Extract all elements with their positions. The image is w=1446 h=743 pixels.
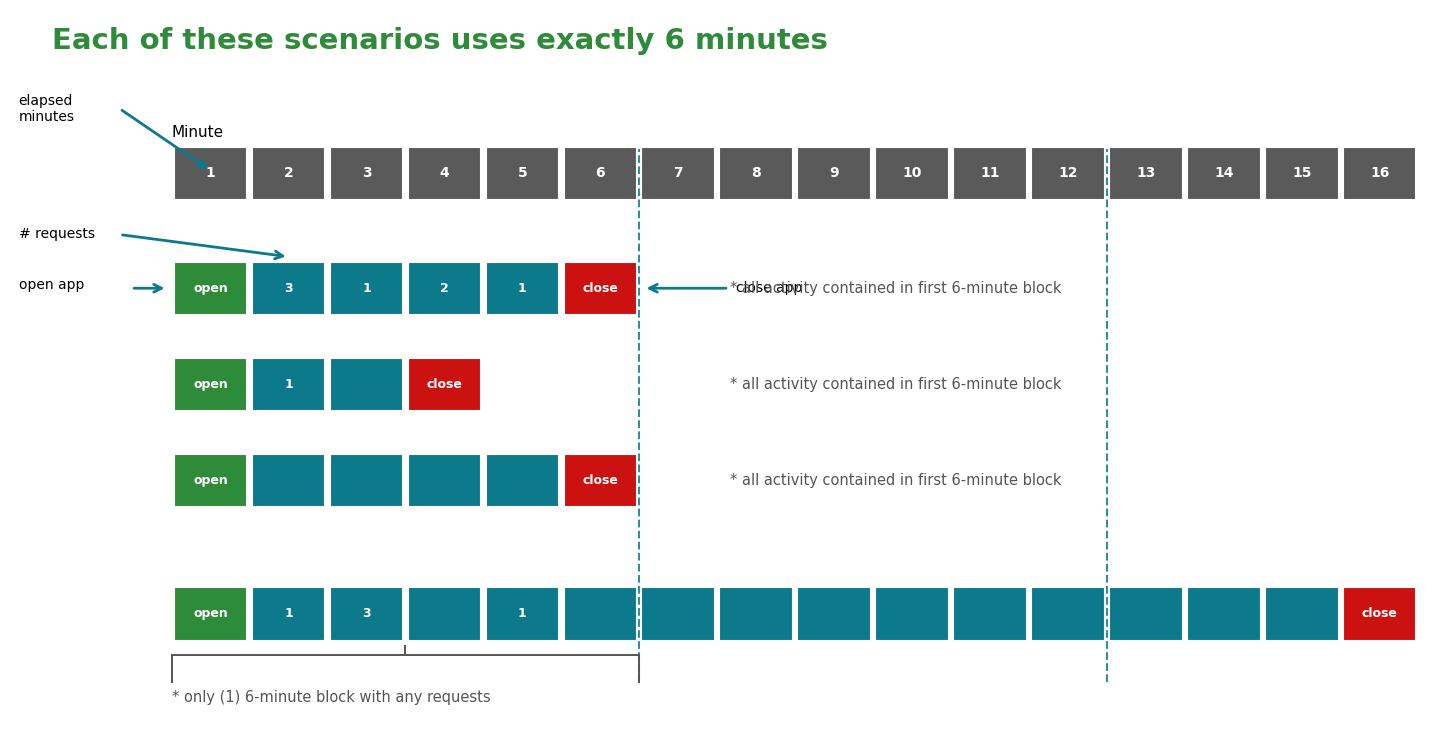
FancyBboxPatch shape (330, 358, 403, 411)
FancyBboxPatch shape (1031, 587, 1105, 640)
Text: close: close (427, 378, 463, 391)
Text: 11: 11 (980, 166, 999, 181)
FancyBboxPatch shape (797, 587, 870, 640)
Text: open: open (194, 608, 228, 620)
FancyBboxPatch shape (875, 147, 949, 200)
Text: * only (1) 6-minute block with any requests: * only (1) 6-minute block with any reque… (172, 690, 490, 705)
FancyBboxPatch shape (953, 587, 1027, 640)
FancyBboxPatch shape (1343, 147, 1417, 200)
Text: 3: 3 (362, 608, 370, 620)
FancyBboxPatch shape (564, 147, 638, 200)
Text: * all activity contained in first 6-minute block: * all activity contained in first 6-minu… (730, 377, 1061, 392)
FancyBboxPatch shape (330, 454, 403, 507)
FancyBboxPatch shape (1343, 587, 1417, 640)
FancyBboxPatch shape (252, 587, 325, 640)
FancyBboxPatch shape (486, 147, 560, 200)
Text: 10: 10 (902, 166, 921, 181)
FancyBboxPatch shape (564, 262, 638, 315)
FancyBboxPatch shape (1031, 147, 1105, 200)
FancyBboxPatch shape (174, 587, 247, 640)
FancyBboxPatch shape (564, 454, 638, 507)
FancyBboxPatch shape (486, 262, 560, 315)
FancyBboxPatch shape (953, 147, 1027, 200)
Text: close: close (583, 282, 619, 295)
FancyBboxPatch shape (1265, 587, 1339, 640)
Text: close: close (1362, 608, 1398, 620)
Text: 1: 1 (518, 608, 526, 620)
Text: # requests: # requests (19, 227, 94, 241)
Text: 14: 14 (1215, 166, 1233, 181)
FancyBboxPatch shape (486, 454, 560, 507)
FancyBboxPatch shape (330, 147, 403, 200)
FancyBboxPatch shape (797, 147, 870, 200)
FancyBboxPatch shape (252, 358, 325, 411)
Text: 9: 9 (830, 166, 839, 181)
Text: 3: 3 (362, 166, 372, 181)
Text: 1: 1 (205, 166, 215, 181)
FancyBboxPatch shape (252, 454, 325, 507)
Text: 13: 13 (1137, 166, 1155, 181)
Text: 15: 15 (1291, 166, 1312, 181)
Text: 2: 2 (440, 282, 448, 295)
FancyBboxPatch shape (408, 587, 482, 640)
Text: 7: 7 (674, 166, 683, 181)
FancyBboxPatch shape (252, 147, 325, 200)
Text: 2: 2 (283, 166, 294, 181)
Text: * all activity contained in first 6-minute block: * all activity contained in first 6-minu… (730, 281, 1061, 296)
Text: 12: 12 (1058, 166, 1077, 181)
Text: 1: 1 (518, 282, 526, 295)
Text: Each of these scenarios uses exactly 6 minutes: Each of these scenarios uses exactly 6 m… (52, 27, 827, 55)
FancyBboxPatch shape (720, 587, 792, 640)
FancyBboxPatch shape (330, 262, 403, 315)
FancyBboxPatch shape (408, 262, 482, 315)
FancyBboxPatch shape (174, 147, 247, 200)
Text: 4: 4 (440, 166, 450, 181)
FancyBboxPatch shape (174, 262, 247, 315)
FancyBboxPatch shape (564, 587, 638, 640)
FancyBboxPatch shape (252, 262, 325, 315)
Text: Minute: Minute (172, 125, 224, 140)
Text: elapsed
minutes: elapsed minutes (19, 94, 75, 124)
Text: 5: 5 (518, 166, 528, 181)
FancyBboxPatch shape (875, 587, 949, 640)
FancyBboxPatch shape (486, 587, 560, 640)
FancyBboxPatch shape (408, 358, 482, 411)
Text: 3: 3 (285, 282, 294, 295)
Text: 1: 1 (285, 608, 294, 620)
FancyBboxPatch shape (330, 587, 403, 640)
FancyBboxPatch shape (1109, 587, 1183, 640)
FancyBboxPatch shape (1187, 147, 1261, 200)
Text: open app: open app (19, 278, 84, 291)
FancyBboxPatch shape (1187, 587, 1261, 640)
Text: open: open (194, 474, 228, 487)
Text: 1: 1 (362, 282, 372, 295)
Text: 16: 16 (1369, 166, 1390, 181)
Text: 6: 6 (596, 166, 604, 181)
FancyBboxPatch shape (720, 147, 792, 200)
Text: * all activity contained in first 6-minute block: * all activity contained in first 6-minu… (730, 473, 1061, 488)
FancyBboxPatch shape (408, 147, 482, 200)
FancyBboxPatch shape (642, 587, 716, 640)
FancyBboxPatch shape (174, 358, 247, 411)
Text: open: open (194, 378, 228, 391)
FancyBboxPatch shape (408, 454, 482, 507)
Text: 1: 1 (285, 378, 294, 391)
Text: close: close (583, 474, 619, 487)
FancyBboxPatch shape (1109, 147, 1183, 200)
Text: 8: 8 (752, 166, 761, 181)
FancyBboxPatch shape (1265, 147, 1339, 200)
Text: close app: close app (736, 281, 803, 295)
FancyBboxPatch shape (642, 147, 716, 200)
FancyBboxPatch shape (174, 454, 247, 507)
Text: open: open (194, 282, 228, 295)
